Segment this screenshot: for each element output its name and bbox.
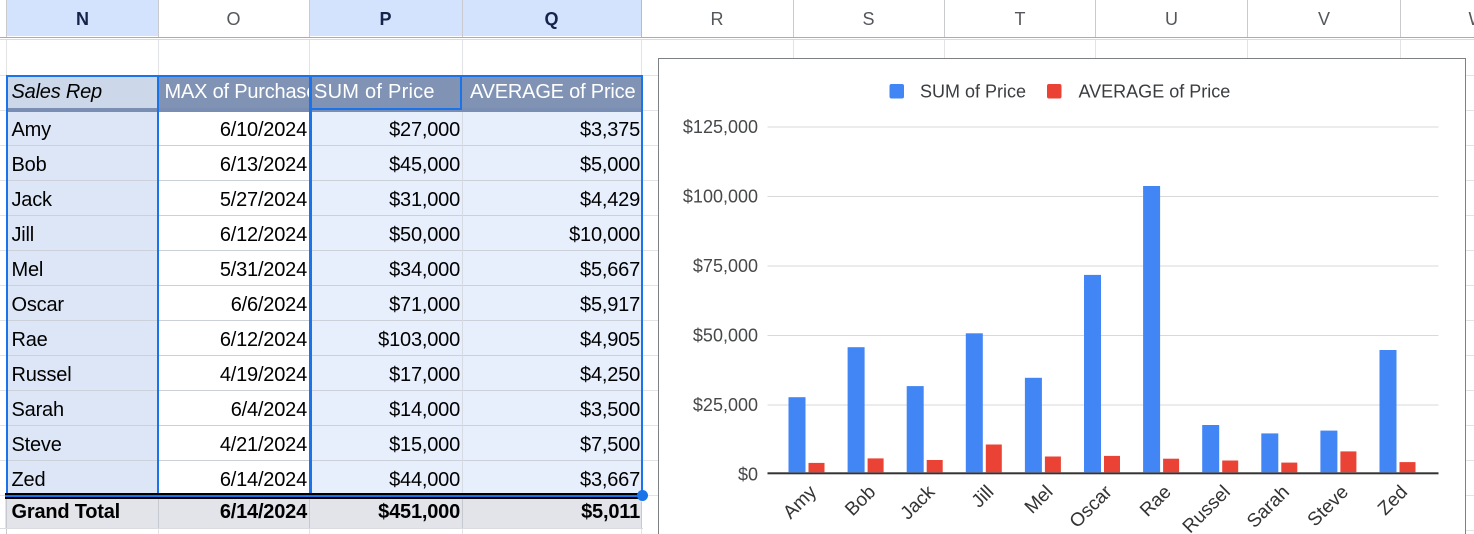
svg-text:Jack: Jack	[896, 481, 939, 524]
svg-text:Oscar: Oscar	[1065, 481, 1116, 532]
svg-text:Jill: Jill	[967, 482, 998, 513]
svg-text:Amy: Amy	[779, 481, 821, 523]
svg-text:Zed: Zed	[1374, 482, 1412, 520]
svg-text:SUM of Price: SUM of Price	[920, 82, 1026, 102]
svg-text:$100,000: $100,000	[682, 186, 757, 206]
svg-text:$75,000: $75,000	[692, 256, 757, 276]
svg-text:Russel: Russel	[1178, 482, 1234, 534]
svg-text:$50,000: $50,000	[692, 325, 757, 345]
svg-text:Sarah: Sarah	[1243, 482, 1294, 533]
svg-text:Bob: Bob	[841, 482, 880, 521]
svg-text:Mel: Mel	[1020, 482, 1057, 519]
svg-text:$0: $0	[737, 464, 757, 484]
svg-text:AVERAGE of Price: AVERAGE of Price	[1078, 82, 1230, 102]
svg-text:Rae: Rae	[1136, 482, 1175, 521]
svg-text:Steve: Steve	[1303, 482, 1352, 531]
svg-text:$25,000: $25,000	[692, 395, 757, 415]
svg-text:$125,000: $125,000	[682, 117, 757, 137]
